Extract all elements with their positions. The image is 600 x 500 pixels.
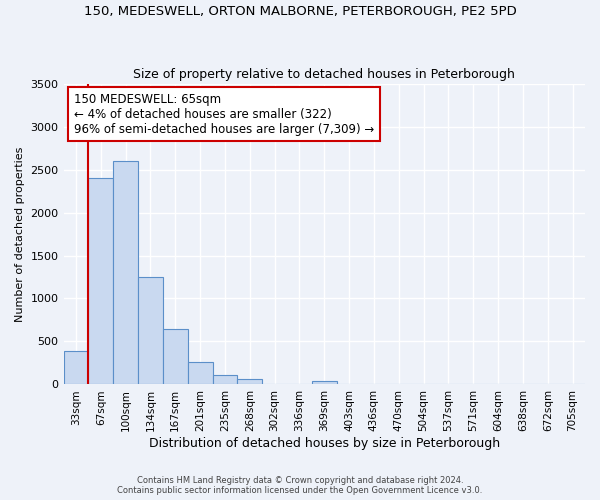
Bar: [188, 362, 212, 384]
Bar: [88, 178, 113, 384]
Bar: [312, 381, 337, 384]
Bar: [113, 161, 138, 384]
X-axis label: Distribution of detached houses by size in Peterborough: Distribution of detached houses by size …: [149, 437, 500, 450]
Bar: [163, 330, 188, 384]
Y-axis label: Number of detached properties: Number of detached properties: [15, 146, 25, 322]
Bar: [212, 376, 238, 384]
Text: 150 MEDESWELL: 65sqm
← 4% of detached houses are smaller (322)
96% of semi-detac: 150 MEDESWELL: 65sqm ← 4% of detached ho…: [74, 92, 374, 136]
Bar: [64, 351, 88, 384]
Title: Size of property relative to detached houses in Peterborough: Size of property relative to detached ho…: [133, 68, 515, 81]
Bar: [138, 277, 163, 384]
Bar: [238, 380, 262, 384]
Text: 150, MEDESWELL, ORTON MALBORNE, PETERBOROUGH, PE2 5PD: 150, MEDESWELL, ORTON MALBORNE, PETERBOR…: [83, 5, 517, 18]
Text: Contains HM Land Registry data © Crown copyright and database right 2024.
Contai: Contains HM Land Registry data © Crown c…: [118, 476, 482, 495]
